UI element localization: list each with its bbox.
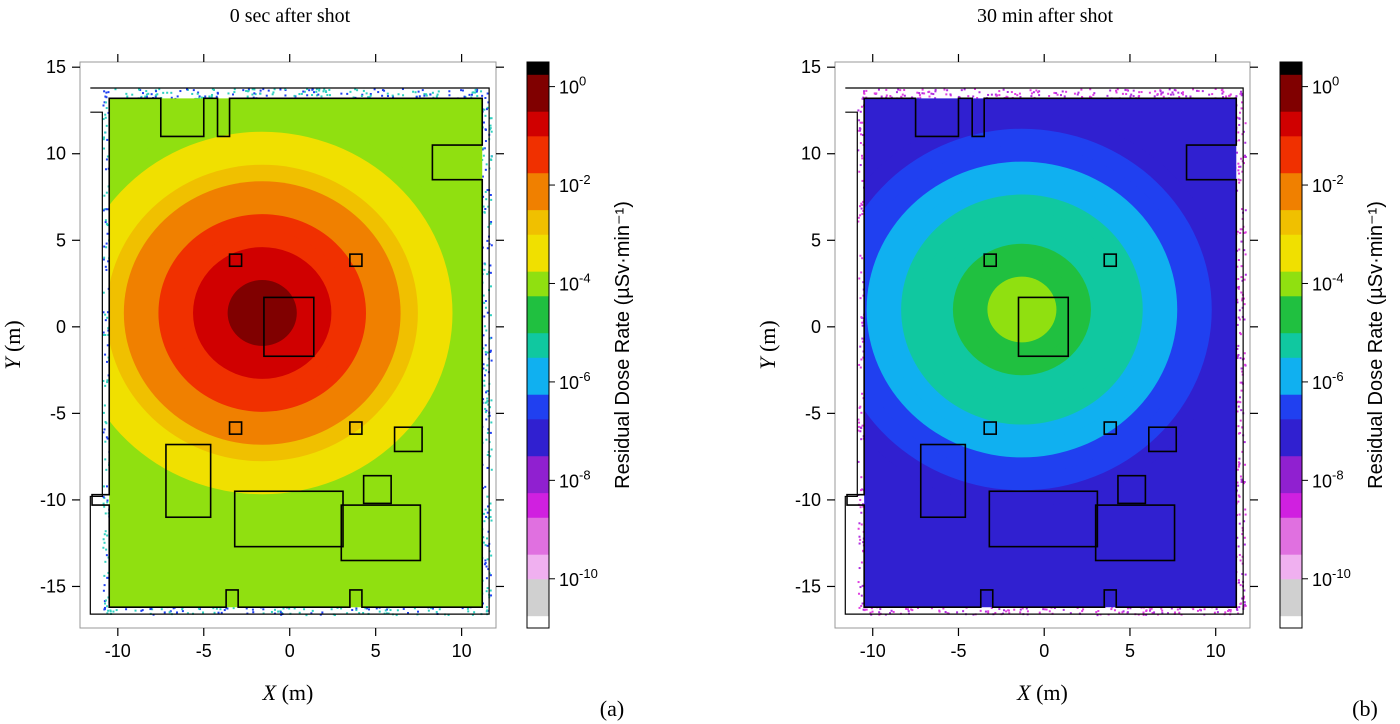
y-axis-label: Y (m): [755, 320, 780, 370]
colorbar-tick-label: 10-2: [1312, 172, 1344, 196]
axes: -10 -5 0 5 10 15 10 5 0 -5 -10 -15: [40, 54, 504, 661]
colorbar-tick-label: 10-6: [559, 369, 591, 393]
colorbar-tick-label: 10-10: [559, 566, 598, 590]
x-tick-label: 0: [1039, 641, 1049, 661]
panel-b: -10 -5 0 5 10 15 10 5 0 -5 -10 -15 30 min after shot…: [755, 5, 1387, 721]
y-tick-label: 10: [46, 144, 66, 164]
y-tick-label: -15: [40, 576, 66, 596]
room-walls: [844, 87, 1244, 615]
y-axis-label: Y (m): [0, 320, 25, 370]
x-tick-label: 0: [285, 641, 295, 661]
x-tick-label: 5: [1125, 641, 1135, 661]
y-tick-label: -5: [805, 403, 821, 423]
panel-a: -10 -5 0 5 10 15 10 5 0 -5 -10 -15 0 sec after shot X…: [0, 5, 634, 721]
y-tick-label: -10: [40, 490, 66, 510]
y-tick-label: -5: [50, 403, 66, 423]
y-tick-label: 5: [56, 230, 66, 250]
y-tick-label: -15: [795, 576, 821, 596]
colorbar-tick-label: 10-8: [559, 467, 591, 491]
panel-label: (b): [1352, 696, 1378, 721]
room-walls: [89, 87, 490, 615]
y-tick-label: 15: [801, 57, 821, 77]
dose-field: [109, 98, 483, 608]
y-tick-label: 0: [811, 317, 821, 337]
x-tick-label: -10: [105, 641, 131, 661]
colorbar-tick-label: 10-4: [559, 270, 591, 294]
colorbar-tick-label: 100: [559, 74, 586, 98]
x-tick-label: 5: [371, 641, 381, 661]
colorbar-tick-label: 10-8: [1312, 467, 1344, 491]
x-axis-label: X (m): [1016, 680, 1068, 705]
colorbar: 100 10-2 10-4 10-6 10-8 10-10 Residual Dose Ra…: [1279, 61, 1387, 629]
x-axis-label: X (m): [262, 680, 314, 705]
colorbar-label: Residual Dose Rate (µSv·min⁻¹): [1365, 201, 1387, 489]
colorbar-tick-label: 100: [1312, 74, 1339, 98]
y-tick-label: 10: [801, 144, 821, 164]
axes: -10 -5 0 5 10 15 10 5 0 -5 -10 -15: [795, 54, 1258, 661]
panel-label: (a): [600, 696, 624, 721]
x-tick-label: -5: [950, 641, 966, 661]
y-tick-label: 0: [56, 317, 66, 337]
x-tick-label: -5: [196, 641, 212, 661]
colorbar-tick-label: 10-10: [1312, 566, 1351, 590]
x-tick-label: -10: [860, 641, 886, 661]
y-tick-label: 5: [811, 230, 821, 250]
chart-title: 0 sec after shot: [230, 5, 351, 27]
x-tick-label: 10: [452, 641, 472, 661]
colorbar-label: Residual Dose Rate (µSv·min⁻¹): [612, 201, 634, 489]
chart-title: 30 min after shot: [977, 5, 1114, 27]
x-tick-label: 10: [1206, 641, 1226, 661]
dose-field: [864, 98, 1237, 608]
colorbar-tick-label: 10-6: [1312, 369, 1344, 393]
y-tick-label: -10: [795, 490, 821, 510]
y-tick-label: 15: [46, 57, 66, 77]
colorbar-tick-label: 10-4: [1312, 270, 1344, 294]
colorbar: 100 10-2 10-4 10-6 10-8 10-10 Residual Dose Ra…: [526, 61, 634, 629]
colorbar-tick-label: 10-2: [559, 172, 591, 196]
